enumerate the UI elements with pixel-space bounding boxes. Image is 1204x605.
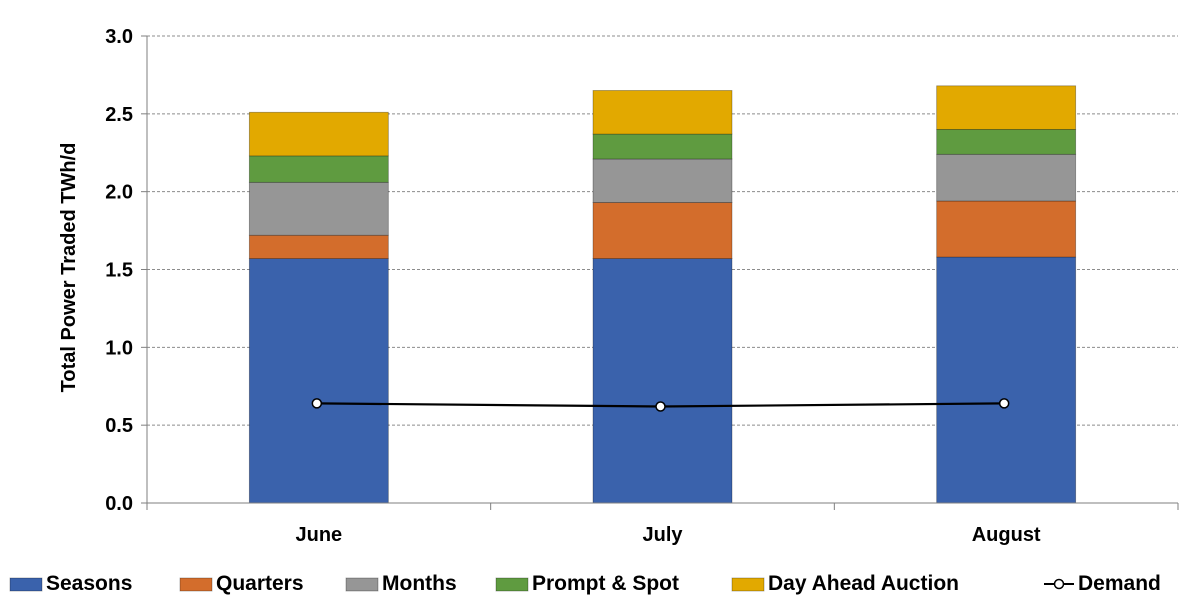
legend-swatch: [9, 577, 43, 592]
x-tick-label: July: [642, 524, 683, 546]
legend-swatch: [345, 577, 379, 592]
bar-segment-months-august: [936, 153, 1077, 202]
bar-segment-seasons-july: [592, 258, 733, 504]
legend-swatch: [495, 577, 529, 592]
bar-segment-quarters-july: [592, 202, 733, 260]
bar-segment-prompt-spot-june: [248, 155, 389, 183]
bar-segment-day-ahead-auction-june: [248, 111, 389, 157]
legend-label: Prompt & Spot: [532, 572, 679, 595]
bar-segment-quarters-august: [936, 200, 1077, 258]
legend-item-day-ahead-auction: Day Ahead Auction: [731, 572, 959, 595]
bars: [248, 85, 1077, 504]
bar-segment-months-july: [592, 158, 733, 203]
demand-point-july: [655, 401, 666, 412]
y-axis-title: Total Power Traded TWh/d: [58, 143, 80, 393]
demand-point-june: [311, 398, 323, 409]
bar-segment-seasons-august: [936, 256, 1077, 504]
legend-swatch: [731, 577, 765, 592]
legend-label: Day Ahead Auction: [768, 572, 959, 595]
legend-label: Months: [382, 572, 457, 595]
y-tick-label: 1.5: [105, 260, 133, 282]
legend-label: Demand: [1078, 572, 1161, 595]
legend: Seasons Quarters Months Prompt & Spot Day Ah…: [9, 572, 1161, 595]
legend-item-months: Months: [345, 572, 457, 595]
legend-label: Quarters: [216, 572, 304, 595]
legend-item-prompt-spot: Prompt & Spot: [495, 572, 679, 595]
legend-item-demand: Demand: [1044, 572, 1161, 595]
x-tick-label: August: [972, 524, 1041, 546]
y-tick-label: 1.0: [105, 337, 133, 359]
axes: [146, 36, 1178, 504]
y-tick-label: 0.0: [105, 493, 133, 515]
bar-segment-months-june: [248, 181, 389, 236]
y-tick-label: 3.0: [105, 26, 133, 48]
x-tick-label: June: [295, 524, 342, 546]
y-tick-labels: 0.0 0.5 1.0 1.5 2.0 2.5 3.0: [105, 26, 133, 515]
bar-segment-prompt-spot-july: [592, 133, 733, 160]
legend-label: Seasons: [46, 572, 132, 595]
legend-item-quarters: Quarters: [179, 572, 304, 595]
demand-line-series: [311, 398, 1010, 412]
bar-segment-prompt-spot-august: [936, 128, 1077, 155]
bar-segment-day-ahead-auction-august: [936, 85, 1077, 130]
legend-swatch: [179, 577, 213, 592]
bar-segment-day-ahead-auction-july: [592, 90, 733, 135]
bar-segment-quarters-june: [248, 234, 389, 260]
legend-marker: [1053, 578, 1065, 590]
bar-segment-seasons-june: [248, 258, 389, 504]
y-tick-label: 2.0: [105, 182, 133, 204]
y-tick-label: 0.5: [105, 415, 133, 437]
y-tick-label: 2.5: [105, 104, 133, 126]
legend-item-seasons: Seasons: [9, 572, 132, 595]
x-tick-labels: June July August: [146, 503, 1179, 546]
demand-point-august: [998, 398, 1010, 409]
